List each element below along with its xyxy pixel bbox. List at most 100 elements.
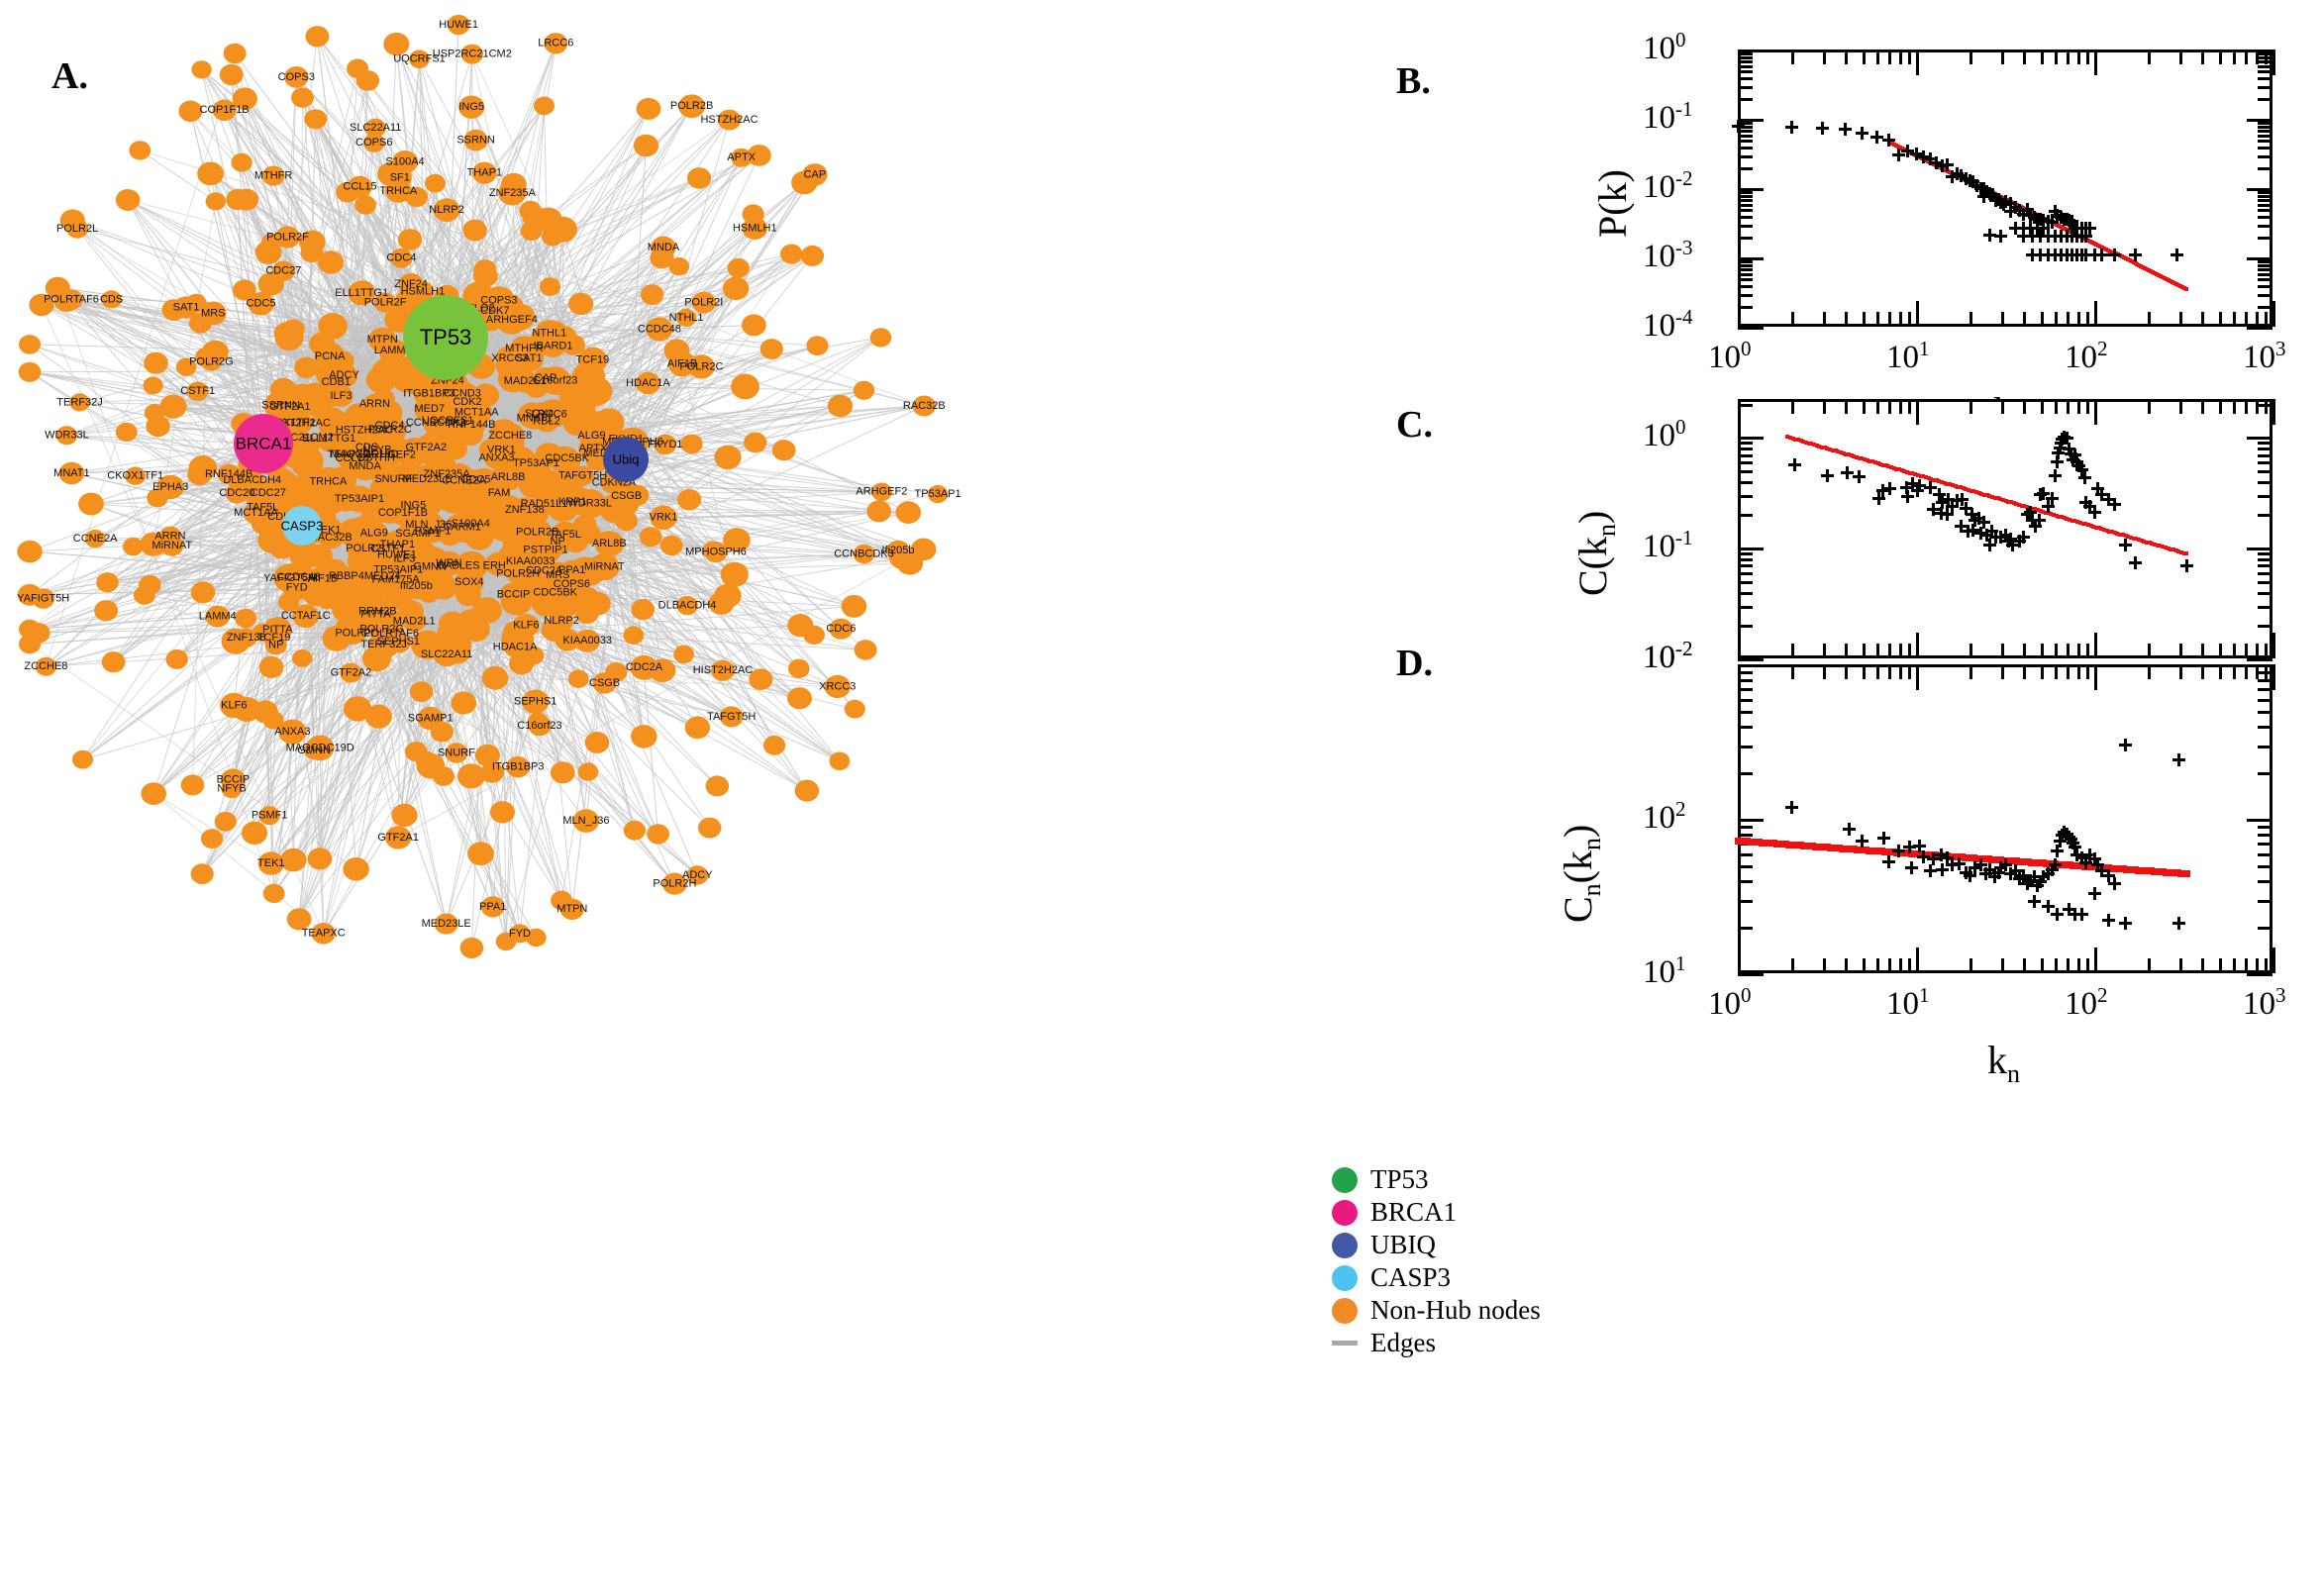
axis-tick [1738, 236, 1753, 240]
network-node [471, 597, 501, 623]
axis-tick [1738, 188, 1764, 191]
axis-tick [2258, 580, 2272, 584]
network-node-label: ZCCHE8 [24, 660, 67, 672]
network-node [853, 544, 875, 564]
axis-tick [1845, 312, 1849, 327]
network-node [698, 817, 722, 839]
network-node-label: PPA1 [479, 901, 506, 913]
axis-tick [1738, 591, 1753, 595]
axis-tick [1822, 50, 1826, 64]
axis-tick [2218, 50, 2222, 64]
axis-tick [1876, 312, 1880, 327]
network-node [159, 394, 187, 419]
axis-tick [2258, 129, 2272, 133]
data-point [2108, 877, 2121, 891]
network-node [455, 583, 481, 607]
axis-tick [2258, 203, 2272, 207]
axis-tick [2023, 958, 2027, 973]
network-node-label: MTPN [367, 334, 398, 346]
network-node [717, 109, 742, 131]
axis-tick [1888, 664, 1892, 679]
axis-tick [2023, 664, 2027, 679]
axis-tick [1791, 312, 1795, 327]
network-node [866, 500, 891, 523]
axis-tick [2178, 50, 2182, 64]
network-node-label: MED23LE [422, 918, 471, 930]
network-node-label: SLC22A11 [421, 648, 472, 660]
data-point [1784, 801, 1798, 815]
axis-tick [2218, 958, 2222, 973]
network-node-label: PSMF1 [252, 810, 288, 822]
network-node [364, 118, 386, 138]
axis-tick [1738, 263, 1753, 267]
network-node-label: MAD2L1 [393, 615, 436, 627]
network-node [385, 826, 412, 849]
legend-item-tp53: TP53 [1332, 1163, 1540, 1196]
network-node [318, 313, 348, 340]
axis-tick [1738, 59, 1753, 63]
axis-tick [1738, 564, 1753, 568]
network-node [248, 292, 274, 316]
network-node-label: ELL1TTG1 [335, 287, 388, 299]
axis-tick [2258, 605, 2272, 609]
network-node [190, 863, 214, 884]
network-node-label: EPHA3 [152, 481, 188, 493]
axis-tick [2255, 958, 2259, 973]
network-node-label: DLBACDH4 [658, 600, 717, 612]
network-node [824, 674, 851, 699]
axis-tick [2218, 312, 2222, 327]
data-point [2004, 205, 2018, 219]
axis-tick [2085, 312, 2089, 327]
axis-tick [1876, 958, 1880, 973]
axis-tick [1862, 312, 1866, 327]
network-node [122, 537, 144, 556]
axis-tick [2067, 312, 2070, 327]
network-node [473, 264, 498, 287]
network-node [379, 342, 404, 364]
network-node-label: ARL8B [491, 471, 526, 483]
axis-tick [1845, 50, 1849, 64]
network-node [519, 200, 542, 221]
network-node [133, 585, 155, 605]
network-node [439, 525, 462, 547]
network-node [605, 661, 628, 682]
network-node [318, 250, 345, 274]
axis-tick [1738, 166, 1753, 170]
axis-tick [2000, 958, 2004, 973]
network-node [577, 347, 608, 373]
network-node [646, 317, 673, 342]
network-node-label: MED7 [415, 403, 446, 415]
data-point [1911, 483, 1925, 497]
axis-tick [1738, 284, 1753, 288]
axis-tick [2233, 664, 2237, 679]
axis-tick [1738, 146, 1753, 150]
data-point [2032, 514, 2046, 528]
network-node-label: VRK1 [650, 512, 678, 524]
axis-tick [2258, 834, 2272, 838]
axis-tick [2000, 399, 2004, 414]
axis-tick [1738, 580, 1753, 584]
network-node [445, 743, 468, 763]
data-point [1872, 491, 1886, 505]
axis-tick [2258, 76, 2272, 80]
axis-tick [2040, 958, 2044, 973]
network-node [803, 625, 825, 645]
axis-tick [2258, 469, 2272, 473]
axis-tick [2258, 215, 2272, 219]
axis-tick [2055, 312, 2059, 327]
axis-tick [2067, 399, 2070, 414]
network-node-label: KLF6 [221, 699, 247, 711]
network-node [458, 95, 485, 119]
network-node-label: ING5 [458, 101, 484, 113]
x-tick-label: 100 [1708, 983, 1752, 1022]
network-node [329, 385, 354, 407]
axis-tick [1738, 453, 1753, 457]
network-node [398, 273, 424, 296]
network-node [744, 432, 767, 453]
hub-node-label-casp3: CASP3 [281, 518, 324, 533]
axis-tick [2247, 119, 2272, 122]
axis-tick [1738, 97, 1753, 101]
fit-line-segment [2184, 551, 2189, 556]
network-node-label: KIAA0033 [562, 635, 612, 647]
network-node [290, 449, 322, 478]
